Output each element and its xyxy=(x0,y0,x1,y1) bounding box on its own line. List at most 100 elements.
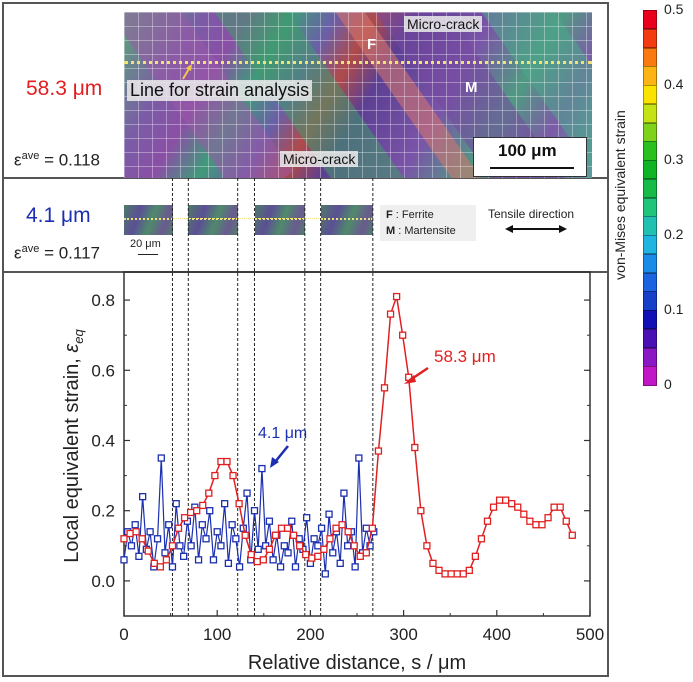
data-point xyxy=(340,489,348,497)
data-point xyxy=(296,542,304,550)
colorbar-title: von-Mises equivalent strain xyxy=(612,110,628,280)
data-point xyxy=(326,535,334,543)
colorbar-segment xyxy=(643,253,657,273)
eps-value: = 0.117 xyxy=(39,243,100,263)
colorbar-segment xyxy=(643,160,657,180)
data-point xyxy=(153,535,162,543)
data-point xyxy=(320,545,328,553)
data-point xyxy=(131,521,139,529)
colorbar-segment xyxy=(643,347,657,367)
data-point xyxy=(198,521,206,529)
y-axis-label: Local equivalent strain, εeq xyxy=(61,329,86,563)
colorbar-tick-label: 0.4 xyxy=(664,76,684,92)
data-point xyxy=(120,535,128,543)
data-point xyxy=(453,570,461,578)
data-point xyxy=(362,524,370,532)
data-point xyxy=(317,524,326,532)
colorbar-tick-label: 0 xyxy=(664,376,672,392)
data-point xyxy=(120,556,128,564)
legend-ferrite-key: F xyxy=(386,209,393,221)
x-axis-label: Relative distance, s / μm xyxy=(248,652,466,674)
data-point xyxy=(321,570,329,578)
y-tick-label: 0.6 xyxy=(91,361,115,380)
data-point xyxy=(217,542,225,550)
data-point xyxy=(199,501,207,510)
data-point xyxy=(465,566,473,575)
coarse-resolution-label: 58.3 μm xyxy=(26,77,103,100)
data-point xyxy=(235,500,243,508)
middle-average-strain: εave = 0.117 xyxy=(14,243,100,264)
eps-superscript: ave xyxy=(21,243,40,255)
data-point xyxy=(332,524,340,532)
data-point xyxy=(162,556,171,564)
legend-martensite-desc: : Martensite xyxy=(395,225,456,237)
annotation-arrowhead-fine xyxy=(270,457,279,468)
colorbar-segment xyxy=(643,291,657,311)
data-point xyxy=(355,454,363,462)
data-point xyxy=(288,517,296,525)
data-point xyxy=(205,489,213,497)
data-point xyxy=(253,557,261,566)
fine-resolution-label: 4.1 μm xyxy=(26,204,91,227)
y-axis-label-symbol: ε xyxy=(61,343,83,353)
colorbar-segment xyxy=(643,10,657,30)
data-point xyxy=(211,471,219,480)
data-point xyxy=(310,535,318,543)
colorbar-segment xyxy=(643,47,657,67)
data-point xyxy=(392,292,401,301)
top-average-strain: εave = 0.118 xyxy=(14,150,100,171)
data-point xyxy=(186,508,195,517)
data-point xyxy=(168,542,177,550)
scale-bar-label: 100 μm xyxy=(498,141,557,160)
colorbar-tick-label: 0.2 xyxy=(664,226,684,242)
colorbar-segment xyxy=(643,272,657,292)
series-layer xyxy=(120,292,576,578)
data-point xyxy=(127,542,136,550)
data-point xyxy=(447,570,455,578)
eps-superscript: ave xyxy=(21,150,40,162)
data-point xyxy=(280,542,288,550)
annotation-arrow-fine xyxy=(274,445,289,463)
annotation-label-fine: 4.1 μm xyxy=(258,425,307,442)
colorbar-segment xyxy=(643,366,657,386)
x-tick-label: 500 xyxy=(576,625,604,644)
y-axis: 0.0 0.2 0.4 0.6 0.8 xyxy=(91,291,590,591)
data-point xyxy=(508,500,516,508)
data-point xyxy=(399,331,407,339)
data-point xyxy=(417,507,425,515)
data-point xyxy=(356,552,364,560)
data-point xyxy=(259,556,267,564)
data-point xyxy=(368,524,377,532)
data-point xyxy=(138,535,146,543)
series-line xyxy=(123,458,375,574)
data-point xyxy=(489,503,498,511)
x-tick-label: 400 xyxy=(483,625,511,644)
data-point xyxy=(520,510,528,518)
data-point xyxy=(172,500,180,508)
data-point xyxy=(336,559,344,567)
scale-bar-box: 100 μm xyxy=(473,137,587,177)
data-point xyxy=(344,528,352,536)
data-point xyxy=(156,563,164,571)
strain-analysis-line xyxy=(124,218,173,220)
line-annotation: Line for strain analysis xyxy=(127,80,313,101)
data-point xyxy=(235,563,244,571)
strain-analysis-line xyxy=(124,61,592,64)
data-point xyxy=(544,514,552,522)
data-point xyxy=(303,514,311,522)
y-tick-label: 0.0 xyxy=(91,572,115,591)
data-point xyxy=(247,550,255,559)
colorbar-segment xyxy=(643,66,657,86)
data-point xyxy=(411,443,419,452)
data-point xyxy=(126,529,134,538)
fine-strain-strip-1 xyxy=(124,205,173,235)
strain-line-gap xyxy=(173,218,321,219)
data-point xyxy=(329,549,337,557)
data-point xyxy=(224,559,233,567)
data-point xyxy=(556,503,564,511)
data-point xyxy=(441,570,449,578)
data-point xyxy=(314,552,322,560)
data-point xyxy=(291,563,300,571)
data-point xyxy=(284,549,292,557)
